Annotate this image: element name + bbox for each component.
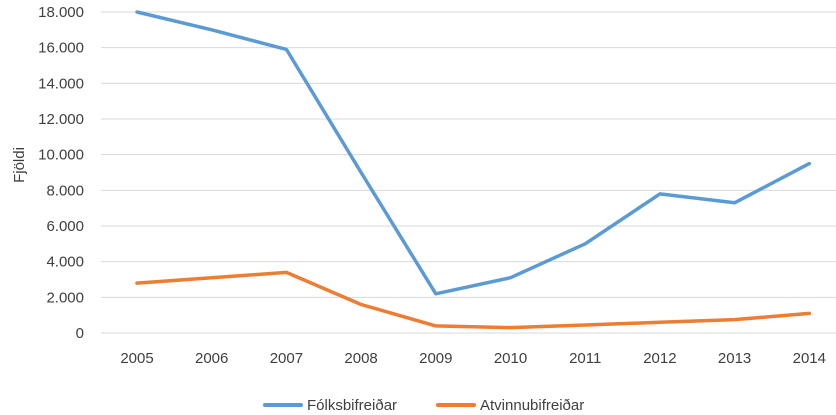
grid (101, 11, 836, 334)
x-tick-label: 2011 (569, 350, 601, 367)
y-tick-label: 12.000 (38, 111, 84, 128)
y-tick-label: 4.000 (46, 254, 84, 271)
y-tick-label: 6.000 (46, 218, 84, 235)
x-tick-label: 2013 (718, 350, 751, 367)
x-tick-label: 2009 (419, 350, 452, 367)
legend-label: Atvinnubifreiðar (480, 397, 584, 414)
x-tick-label: 2010 (494, 350, 527, 367)
legend-label: Fólksbifreiðar (307, 397, 397, 414)
y-tick-label: 2.000 (46, 289, 84, 306)
x-tick-label: 2012 (643, 350, 676, 367)
y-axis-title: Fjöldi (11, 147, 28, 183)
x-tick-label: 2005 (120, 350, 153, 367)
x-tick-label: 2008 (344, 350, 377, 367)
y-tick-label: 8.000 (46, 182, 84, 199)
x-tick-label: 2006 (195, 350, 228, 367)
y-tick-label: 10.000 (38, 147, 84, 164)
y-tick-label: 18.000 (38, 4, 84, 21)
y-tick-label: 0 (76, 325, 84, 342)
series-line-2 (135, 270, 812, 330)
y-axis-ticks: 0 2.000 4.000 6.000 8.000 10.000 12.000 14.000 1… (38, 4, 84, 342)
x-tick-label: 2014 (793, 350, 826, 367)
series-line-1 (135, 10, 812, 296)
series (135, 10, 812, 330)
y-tick-label: 16.000 (38, 40, 84, 57)
y-tick-label: 14.000 (38, 75, 84, 92)
x-tick-label: 2007 (270, 350, 303, 367)
legend: Fólksbifreiðar Atvinnubifreiðar (263, 397, 584, 414)
x-axis-ticks: 2005 2006 2007 2008 2009 2010 2011 2012 2013 2014 (120, 350, 826, 367)
